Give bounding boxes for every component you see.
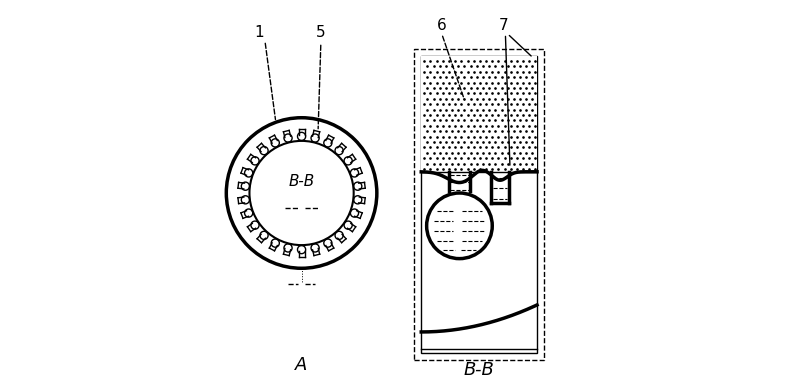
Text: 6: 6 [437, 18, 446, 32]
Bar [422, 56, 537, 172]
Text: 5: 5 [316, 25, 326, 40]
Text: B-B: B-B [464, 361, 494, 379]
Text: B-B: B-B [289, 174, 314, 189]
Bar [422, 56, 537, 353]
Text: 7: 7 [498, 18, 508, 32]
Bar [414, 49, 544, 360]
Text: A: A [295, 356, 308, 374]
Text: 1: 1 [254, 25, 264, 40]
